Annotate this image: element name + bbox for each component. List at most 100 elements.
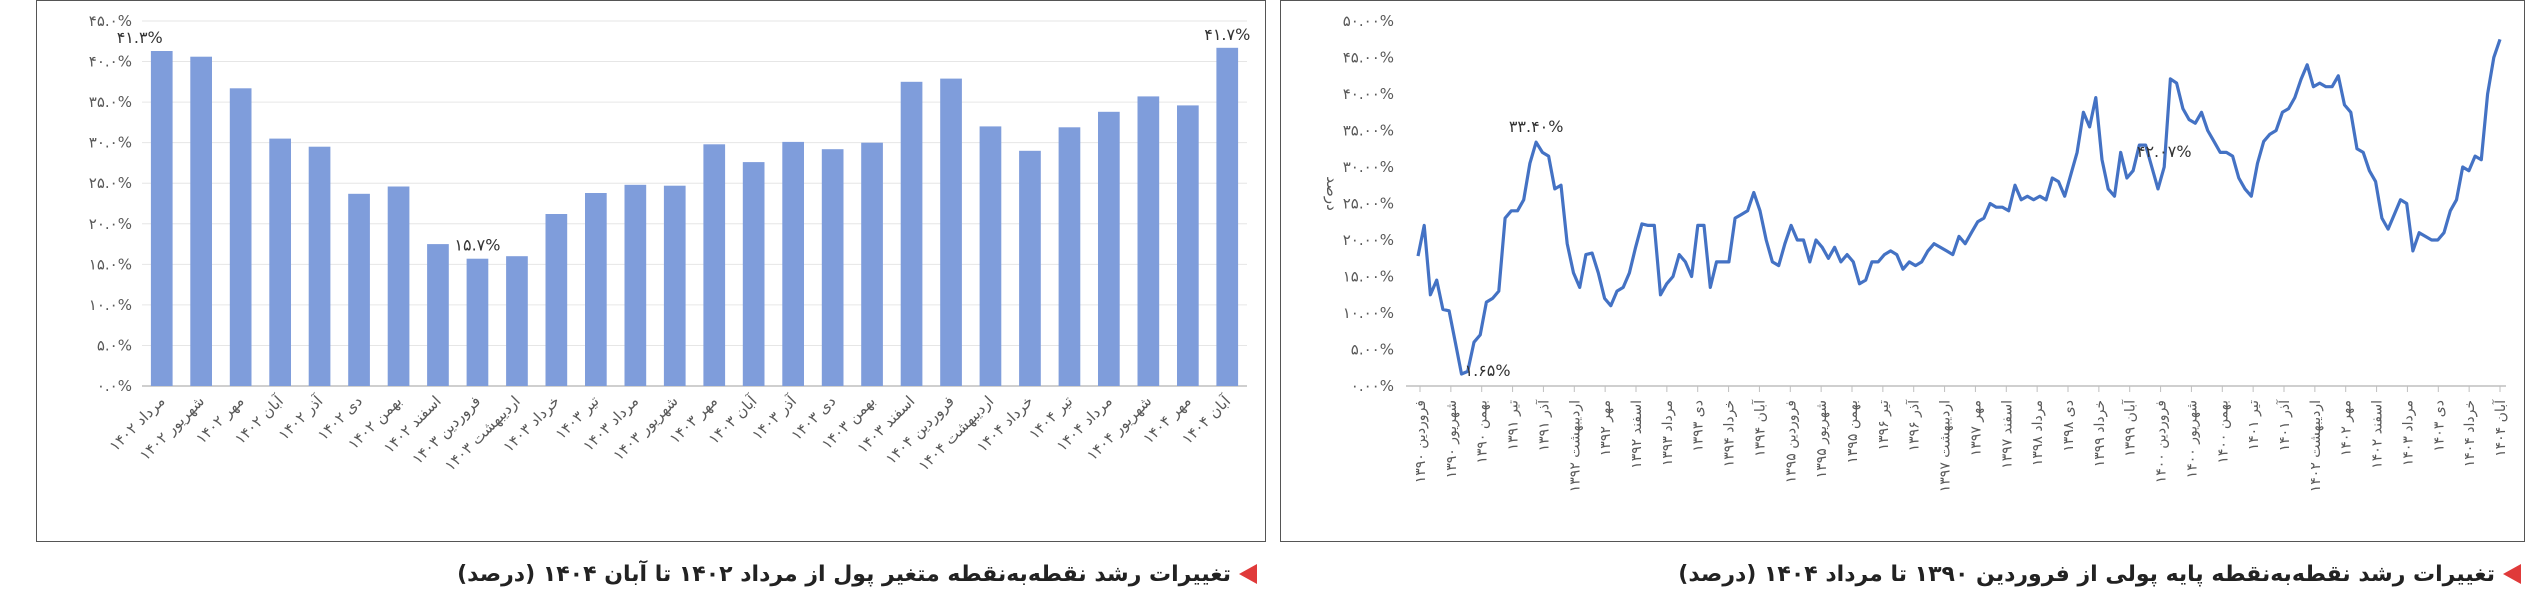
x-tick-label: فروردین ۱۳۹۵ <box>1783 400 1799 483</box>
y-tick-label: ۳۵.۰۰% <box>1343 122 1394 140</box>
y-tick-label: ۵۰.۰۰% <box>1343 12 1394 30</box>
x-tick-label: شهریور ۱۳۹۰ <box>1444 400 1460 478</box>
bar <box>229 88 252 387</box>
x-tick-label: شهریور ۱۳۹۵ <box>1814 400 1830 478</box>
bar <box>1098 111 1120 387</box>
y-tick-label: ۳۵.۰% <box>89 93 132 111</box>
bar <box>900 81 923 387</box>
data-label: ۴۲.۰۷% <box>2137 142 2192 161</box>
bar <box>1137 96 1160 387</box>
x-tick-label: دی ۱۳۹۸ <box>2061 400 2077 452</box>
y-tick-label: ۱۰.۰% <box>89 296 132 314</box>
bar <box>861 142 883 386</box>
x-tick-label: تیر ۱۳۹۱ <box>1506 400 1522 450</box>
x-tick-label: مهر ۱۴۰۲ <box>2339 400 2355 456</box>
y-tick-label: ۵.۰۰% <box>1351 341 1394 359</box>
y-tick-label: ۳۰.۰% <box>89 134 132 152</box>
x-tick-label: تیر ۱۳۹۶ <box>1876 400 1892 450</box>
red-triangle-icon <box>1239 564 1257 584</box>
x-tick-label: آذر ۱۳۹۱ <box>1535 399 1552 452</box>
bar <box>979 126 1002 387</box>
y-tick-label: ۳۰.۰۰% <box>1343 158 1394 176</box>
bar-chart-caption-text: تغییرات رشد نقطه‌به‌نقطه متغیر پول از مر… <box>457 561 1231 587</box>
bar <box>663 185 686 386</box>
bar <box>387 186 410 386</box>
x-tick-label: تیر ۱۴۰۱ <box>2246 400 2262 450</box>
money-base-line-chart-panel: ۰.۰۰% ۵.۰۰% ۱۰.۰۰% ۱۵.۰۰% ۲۰.۰۰% ۲۵.۰۰% ۳۰.۰۰%… <box>1280 0 2526 542</box>
x-tick-label: آبان ۱۳۹۴ <box>1751 399 1768 457</box>
bar-chart-caption: تغییرات رشد نقطه‌به‌نقطه متغیر پول از مر… <box>457 558 1257 590</box>
x-tick-label: بهمن ۱۴۰۰ <box>2215 400 2231 464</box>
red-triangle-icon <box>2503 564 2521 584</box>
bar <box>308 146 331 386</box>
x-tick-label: خرداد ۱۳۹۴ <box>1722 400 1738 467</box>
bar <box>1216 47 1239 387</box>
x-tick-label: آبان ۱۳۹۹ <box>2122 399 2139 457</box>
x-tick-label: مرداد ۱۳۹۸ <box>2030 400 2046 466</box>
y-tick-label: ۲۵.۰۰% <box>1343 195 1394 213</box>
x-tick-label: آبان ۱۴۰۴ <box>2492 399 2509 457</box>
x-tick-label: بهمن ۱۳۹۰ <box>1475 400 1491 464</box>
data-label: ۱.۶۵% <box>1464 361 1510 380</box>
x-tick-label: فروردین ۱۳۹۰ <box>1413 400 1429 483</box>
y-tick-label: ۱۵.۰% <box>89 255 132 273</box>
x-tick-label: مرداد ۱۳۹۳ <box>1660 400 1676 466</box>
y-axis-label: درصد <box>1323 176 1341 211</box>
x-tick-label: اسفند ۱۴۰۲ <box>2370 400 2386 469</box>
x-tick-label: دی ۱۴۰۳ <box>2431 400 2447 452</box>
bar <box>1177 105 1199 387</box>
y-tick-label: ۱۵.۰۰% <box>1343 268 1394 286</box>
bar <box>1019 150 1041 386</box>
data-label: ۴۱.۷% <box>1204 25 1250 44</box>
bar <box>782 141 804 386</box>
bar <box>190 56 212 386</box>
x-tick-label: آذر ۱۴۰۱ <box>2276 399 2293 452</box>
bar <box>585 193 607 386</box>
bar <box>703 144 726 386</box>
bar <box>506 256 528 386</box>
y-tick-label: ۴۵.۰۰% <box>1343 49 1394 67</box>
x-tick-label: اردیبهشت ۱۳۹۲ <box>1567 400 1583 492</box>
bar <box>150 51 173 386</box>
y-tick-label: ۲۰.۰۰% <box>1343 231 1394 249</box>
x-tick-label: بهمن ۱۳۹۵ <box>1845 400 1861 464</box>
bar <box>427 244 449 386</box>
bar <box>466 258 489 386</box>
bar <box>269 138 291 386</box>
bar <box>624 184 647 386</box>
bar <box>821 149 844 386</box>
x-tick-label: خرداد ۱۴۰۴ <box>2462 400 2478 467</box>
data-label: ۴۱.۳% <box>117 28 163 47</box>
bar <box>742 162 765 386</box>
data-label: ۳۳.۴۰% <box>1509 117 1564 136</box>
y-tick-label: ۴۰.۰۰% <box>1343 85 1394 103</box>
bar <box>1058 127 1081 387</box>
x-tick-label: فروردین ۱۴۰۰ <box>2154 400 2170 483</box>
y-tick-label: ۴۵.۰% <box>89 12 132 30</box>
y-tick-label: ۰.۰% <box>97 377 132 395</box>
money-variable-bar-chart-panel: ۰.۰% ۵.۰% ۱۰.۰% ۱۵.۰% ۲۰.۰% ۲۵.۰% ۳۰.۰% ۳۵.۰% ۴۰… <box>36 0 1266 542</box>
line-chart-caption-text: تغییرات رشد نقطه‌به‌نقطه پایه پولی از فر… <box>1678 561 2495 587</box>
x-tick-label: دی ۱۳۹۳ <box>1691 400 1707 452</box>
y-tick-label: ۵.۰% <box>97 336 132 354</box>
x-tick-label: اسفند ۱۳۹۲ <box>1629 400 1645 469</box>
x-tick-label: اردیبهشت ۱۴۰۲ <box>2308 400 2324 492</box>
data-label: ۱۵.۷% <box>454 236 500 255</box>
y-tick-label: ۰.۰۰% <box>1351 377 1394 395</box>
line-chart-caption: تغییرات رشد نقطه‌به‌نقطه پایه پولی از فر… <box>1678 558 2521 590</box>
bar <box>940 78 962 386</box>
x-tick-label: مرداد ۱۴۰۳ <box>2400 400 2416 466</box>
y-tick-label: ۴۰.۰% <box>89 53 132 71</box>
x-tick-label: اسفند ۱۳۹۷ <box>1999 400 2015 469</box>
x-tick-label: شهریور ۱۴۰۰ <box>2184 400 2200 478</box>
y-tick-label: ۲۵.۰% <box>89 174 132 192</box>
x-tick-label: اردیبهشت ۱۳۹۷ <box>1938 400 1954 492</box>
y-tick-label: ۱۰.۰۰% <box>1343 304 1394 322</box>
x-tick-label: مهر ۱۳۹۲ <box>1598 400 1614 456</box>
x-tick-label: خرداد ۱۳۹۹ <box>2092 400 2108 467</box>
bar <box>348 193 370 386</box>
x-tick-label: مهر ۱۳۹۷ <box>1968 400 1984 456</box>
money-base-line-chart: ۰.۰۰% ۵.۰۰% ۱۰.۰۰% ۱۵.۰۰% ۲۰.۰۰% ۲۵.۰۰% ۳۰.۰۰%… <box>1323 1 2526 492</box>
bar <box>545 214 568 386</box>
data-label: ۴۷.۴۸% <box>2498 1 2526 5</box>
